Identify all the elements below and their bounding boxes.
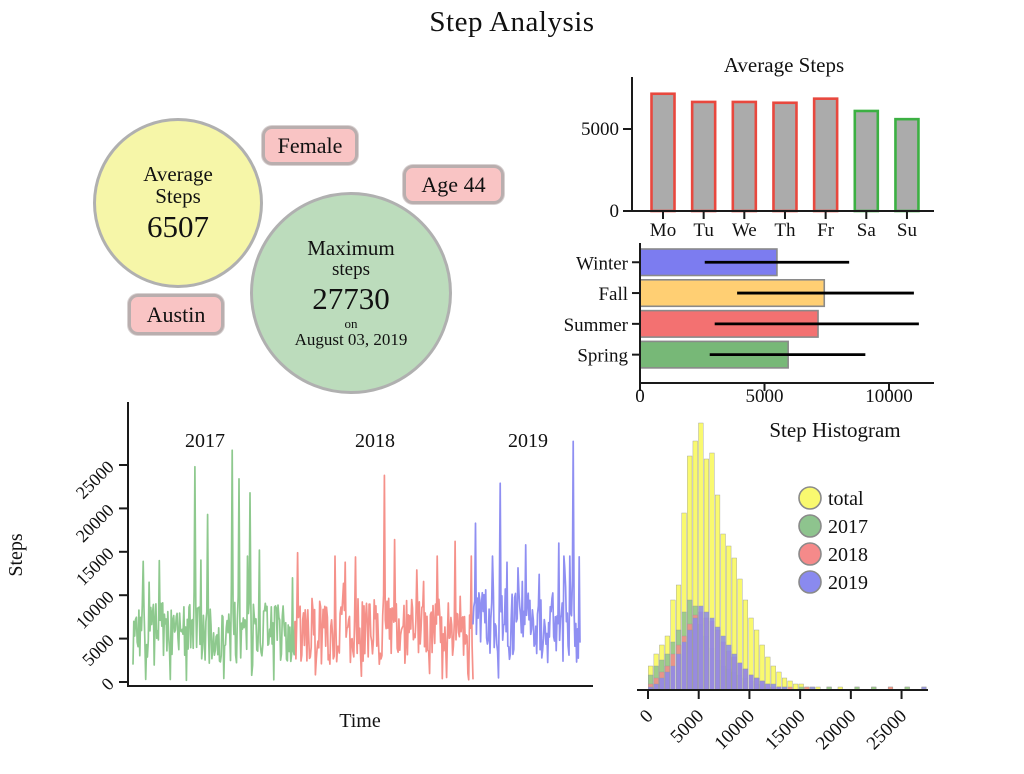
legend-label-2017: 2017	[828, 516, 868, 538]
max-steps-label-1: Maximum	[307, 235, 395, 260]
chart-title: Average Steps	[724, 53, 844, 77]
bar-Su	[894, 117, 920, 213]
legend: total 2017 2018 2019	[798, 486, 868, 594]
hist-bar	[731, 653, 737, 691]
bar-Sa	[853, 109, 880, 213]
x-tick-label: 10000	[711, 706, 759, 754]
year-annotation: 2017	[185, 430, 225, 452]
hist-bar	[675, 653, 682, 691]
hist-bar	[703, 611, 709, 691]
year-annotation: 2019	[508, 430, 548, 452]
legend-label-total: total	[828, 488, 864, 510]
city-label: Austin	[146, 301, 206, 327]
year-annotation: 2018	[355, 430, 395, 452]
legend-swatch-2018	[798, 542, 822, 566]
x-tick-label: 5000	[746, 386, 784, 407]
max-steps-label-2: steps	[332, 258, 370, 280]
avg-steps-label-2: Steps	[155, 184, 201, 209]
x-tick-label: 25000	[863, 706, 911, 754]
y-tick-label: 0	[97, 674, 118, 695]
hist-bar	[720, 635, 726, 691]
series-2017	[132, 449, 296, 682]
y-tick-label: 25000	[72, 457, 118, 503]
gender-label: Female	[277, 132, 343, 158]
x-tick-label: 0	[635, 386, 645, 407]
age-label: Age 44	[421, 171, 486, 197]
series-2018	[294, 474, 474, 681]
y-tick-label: Summer	[564, 315, 629, 336]
x-tick-label: Su	[897, 220, 918, 241]
page-title: Step Analysis	[429, 6, 595, 38]
x-tick-label: 5000	[667, 706, 709, 748]
bar-Th	[772, 101, 798, 213]
y-tick-label: 5000	[78, 630, 118, 670]
hist-bar	[664, 671, 670, 691]
x-tick-label: Fr	[817, 220, 835, 241]
hist-bar	[659, 677, 665, 691]
gender-pill: Female	[262, 126, 358, 165]
y-tick-label: Winter	[576, 253, 629, 274]
bar-Mo	[650, 92, 676, 213]
x-axis-label: Time	[339, 710, 381, 732]
hist-bar	[681, 641, 687, 691]
series-2019	[472, 440, 581, 679]
weekday-bar-chart: Average Steps 0 5000 Mo Tu We Th Fr Sa Su	[581, 53, 934, 241]
max-steps-value: 27730	[312, 281, 390, 317]
hist-bar	[759, 680, 765, 691]
hist-bar	[754, 677, 760, 691]
legend-label-2018: 2018	[828, 544, 868, 566]
legend-swatch-2017	[798, 514, 822, 538]
y-tick-label: Spring	[577, 346, 628, 367]
bar-Fr	[812, 97, 839, 213]
hist-bar	[742, 668, 749, 691]
x-tick-label: 20000	[812, 706, 860, 754]
max-steps-on: on	[344, 315, 358, 331]
x-tick-label: Th	[774, 220, 796, 241]
hist-bar	[687, 629, 693, 691]
y-tick-label: Fall	[598, 284, 628, 305]
hist-bar	[726, 644, 732, 691]
bar-We	[731, 100, 758, 213]
y-tick-label: 10000	[72, 587, 118, 633]
legend-label-2019: 2019	[828, 572, 868, 594]
avg-steps-label-1: Average	[143, 161, 213, 186]
hist-bar	[737, 662, 743, 691]
y-tick-label: 20000	[72, 500, 118, 546]
x-tick-label: Tu	[693, 220, 714, 241]
city-pill: Austin	[128, 294, 224, 335]
hist-bar	[698, 605, 704, 691]
step-histogram-chart: 0 5000 10000 15000 20000 25000 Step Histogram t…	[636, 418, 928, 754]
hist-bar	[715, 626, 721, 691]
max-steps-circle: Maximum steps 27730 on August 03, 2019	[250, 192, 452, 394]
max-steps-date: August 03, 2019	[294, 329, 408, 349]
y-tick-label: 0	[610, 201, 620, 222]
x-tick-label: 10000	[865, 386, 913, 407]
x-tick-label: 0	[636, 706, 658, 728]
hist-bar	[748, 674, 754, 691]
season-bar-chart: Winter Fall Summer Spring 0 5000 10000	[564, 243, 934, 407]
avg-steps-circle: Average Steps 6507	[93, 118, 263, 288]
hist-bar	[709, 617, 715, 691]
x-tick-label: Sa	[857, 220, 877, 241]
legend-swatch-total	[798, 486, 822, 510]
age-pill: Age 44	[403, 165, 504, 204]
x-tick-label: Mo	[650, 220, 676, 241]
hist-bar	[692, 617, 698, 691]
legend-swatch-2019	[798, 570, 822, 594]
y-tick-label: 15000	[72, 543, 118, 589]
hist-bar	[670, 665, 676, 691]
y-tick-label: 5000	[581, 119, 619, 140]
x-tick-label: 15000	[761, 706, 809, 754]
avg-steps-value: 6507	[147, 208, 209, 244]
x-tick-label: We	[732, 220, 757, 241]
y-axis-label: Steps	[5, 533, 27, 577]
chart-title: Step Histogram	[769, 418, 900, 442]
bar-Tu	[690, 100, 717, 213]
